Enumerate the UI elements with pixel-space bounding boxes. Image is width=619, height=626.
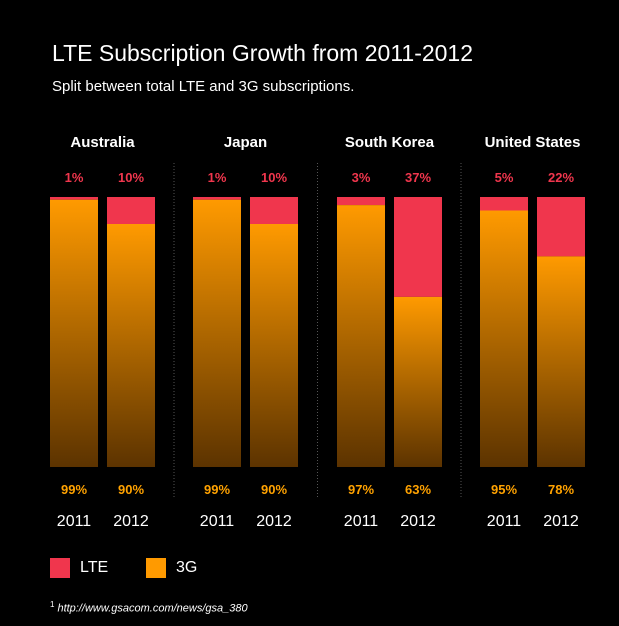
bar-lte-united-states-2011 [480, 197, 528, 211]
bar-3g-australia-2012 [107, 224, 155, 467]
data-label-3g-australia-2011: 99% [61, 482, 87, 497]
tick-label-year-australia-2012: 2012 [113, 513, 149, 530]
group-label-australia: Australia [70, 134, 135, 151]
tick-label-year-united-states-2011: 2011 [487, 513, 522, 530]
legend-item-3g: 3G [146, 558, 197, 578]
stacked-bar-chart: Australia 1% 99% 2011 10% 90% 2012 Japan 1% 99% 20… [50, 134, 585, 530]
data-label-lte-australia-2011: 1% [65, 170, 84, 185]
legend-swatch-lte [50, 558, 70, 578]
group-label-south-korea: South Korea [345, 134, 435, 151]
chart-subtitle: Split between total LTE and 3G subscript… [52, 78, 355, 95]
data-label-lte-japan-2012: 10% [261, 170, 287, 185]
tick-label-year-japan-2012: 2012 [256, 513, 292, 530]
data-label-3g-united-states-2011: 95% [491, 482, 517, 497]
bar-lte-australia-2012 [107, 197, 155, 224]
bar-3g-united-states-2011 [480, 210, 528, 467]
legend-label-3g: 3G [176, 559, 198, 576]
bar-lte-japan-2011 [193, 197, 241, 200]
bar-3g-australia-2011 [50, 199, 98, 467]
data-label-3g-south-korea-2012: 63% [405, 482, 431, 497]
data-label-lte-united-states-2011: 5% [495, 170, 514, 185]
footnote-marker: 1 [50, 600, 55, 609]
bar-3g-united-states-2012 [537, 256, 585, 467]
legend-item-lte: LTE [50, 558, 108, 578]
data-label-3g-australia-2012: 90% [118, 482, 144, 497]
source-url: http://www.gsacom.com/news/gsa_380 [57, 602, 248, 615]
bar-lte-south-korea-2012 [394, 197, 442, 297]
legend-label-lte: LTE [80, 559, 109, 576]
tick-label-year-australia-2011: 2011 [57, 513, 92, 530]
data-label-lte-south-korea-2011: 3% [352, 170, 371, 185]
tick-label-year-united-states-2012: 2012 [543, 513, 579, 530]
source-footnote: 1 http://www.gsacom.com/news/gsa_380 [50, 600, 248, 615]
data-label-lte-australia-2012: 10% [118, 170, 144, 185]
bar-3g-japan-2012 [250, 224, 298, 467]
bar-lte-japan-2012 [250, 197, 298, 224]
bar-3g-south-korea-2012 [394, 296, 442, 467]
bar-lte-south-korea-2011 [337, 197, 385, 206]
data-label-3g-united-states-2012: 78% [548, 482, 574, 497]
data-label-3g-japan-2012: 90% [261, 482, 287, 497]
legend-swatch-3g [146, 558, 166, 578]
group-label-united-states: United States [485, 134, 581, 151]
tick-label-year-south-korea-2011: 2011 [344, 513, 379, 530]
bar-lte-united-states-2012 [537, 197, 585, 257]
data-label-lte-japan-2011: 1% [208, 170, 227, 185]
chart-title: LTE Subscription Growth from 2011-2012 [52, 40, 474, 66]
data-label-3g-japan-2011: 99% [204, 482, 230, 497]
tick-label-year-japan-2011: 2011 [200, 513, 235, 530]
data-label-lte-south-korea-2012: 37% [405, 170, 431, 185]
group-label-japan: Japan [224, 134, 267, 151]
data-label-3g-south-korea-2011: 97% [348, 482, 374, 497]
tick-label-year-south-korea-2012: 2012 [400, 513, 436, 530]
bar-3g-south-korea-2011 [337, 205, 385, 467]
data-label-lte-united-states-2012: 22% [548, 170, 574, 185]
bar-3g-japan-2011 [193, 199, 241, 467]
bar-lte-australia-2011 [50, 197, 98, 200]
